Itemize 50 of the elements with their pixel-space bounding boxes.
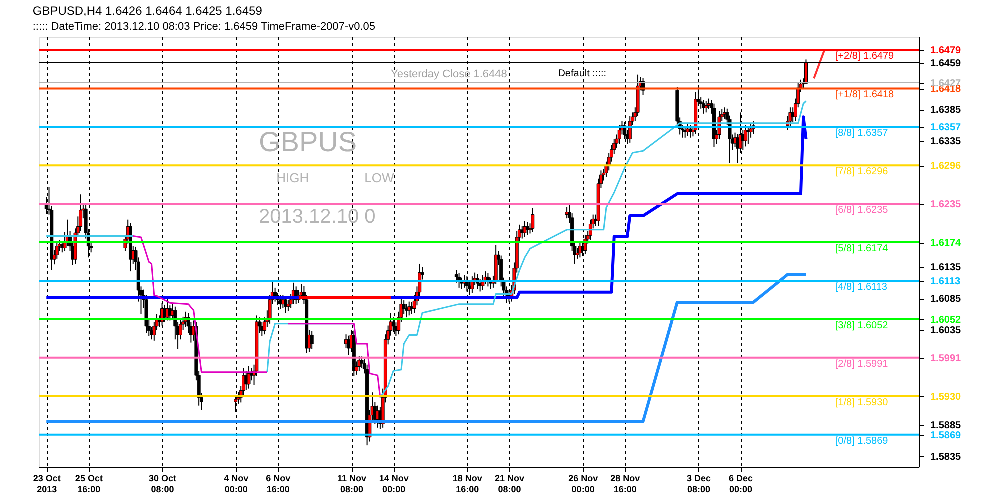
annotation: 2013.12.10 0 [259,206,376,228]
ref-line-label: [4/8] 1.6113 [835,282,888,294]
y-tick-label: 1.6296 [930,161,962,172]
y-tick-label: 1.6235 [930,200,962,211]
y-tick-label: 1.6113 [930,276,961,288]
x-tick-label: 3 Dec 08:00 [686,474,711,494]
chart-subtitle: ::::: DateTime: 2013.12.10 08:03 Price: 1.6459 TimeFrame-2007-v0.05 [32,21,376,33]
ref-line-label: [3/8] 1.6052 [835,320,889,332]
x-tick-label: 6 Nov 16:00 [266,474,291,494]
x-tick-label: 11 Nov 08:00 [338,474,367,494]
y-tick-label: 1.6459 [930,58,962,70]
x-tick-label: 6 Dec 00:00 [729,474,754,494]
x-tick-label: 28 Nov 16:00 [610,474,640,494]
x-tick-label: 14 Nov 00:00 [379,474,409,494]
y-tick-label: 1.6135 [930,262,962,274]
x-tick-label: 30 Oct 08:00 [149,474,177,494]
y-tick-label: 1.5835 [930,452,962,463]
y-tick-label: 1.6357 [930,122,962,134]
x-tick-label: 4 Nov 00:00 [224,474,249,494]
annotation: Default ::::: [558,68,607,80]
y-tick-label: 1.6385 [930,105,962,116]
ref-line-label: [0/8] 1.5869 [835,436,889,447]
x-tick-label: 18 Nov 16:00 [452,474,482,494]
annotation: HIGH [276,170,310,186]
annotation: GBPUS [259,126,358,158]
y-tick-label: 1.5991 [930,353,962,364]
y-tick-label: 1.6052 [930,314,962,326]
annotation: LOW [364,170,395,186]
x-tick-label: 26 Nov 00:00 [568,474,598,494]
y-tick-label: 1.6035 [930,326,962,337]
ref-line-label: [6/8] 1.6235 [835,205,889,216]
ref-line-label: [+1/8] 1.6418 [835,90,894,101]
y-tick-label: 1.5885 [930,420,962,432]
ref-line-label: [+2/8] 1.6479 [835,51,894,62]
y-tick-label: 1.5869 [930,430,962,442]
ref-line-label: [1/8] 1.5930 [835,397,889,408]
ref-line-label: [2/8] 1.5991 [835,358,889,370]
x-tick-label: 25 Oct 16:00 [75,474,103,494]
y-tick-label: 1.5930 [930,392,962,403]
y-tick-label: 1.6335 [930,136,962,148]
chart-title: GBPUSD,H4 1.6426 1.6464 1.6425 1.6459 [32,4,263,18]
ref-line-label: [8/8] 1.6357 [835,128,889,140]
y-tick-label: 1.6174 [930,238,962,250]
x-tick-label: 23 Oct 2013 [33,474,61,494]
y-tick-label: 1.6479 [930,46,962,57]
ref-line-label: [7/8] 1.6296 [835,166,889,178]
y-tick-label: 1.6085 [930,294,962,306]
ref-line-label: [5/8] 1.6174 [835,244,889,255]
x-tick-label: 21 Nov 08:00 [494,474,524,494]
annotation: Yesterday Close 1.6448 [391,68,508,80]
